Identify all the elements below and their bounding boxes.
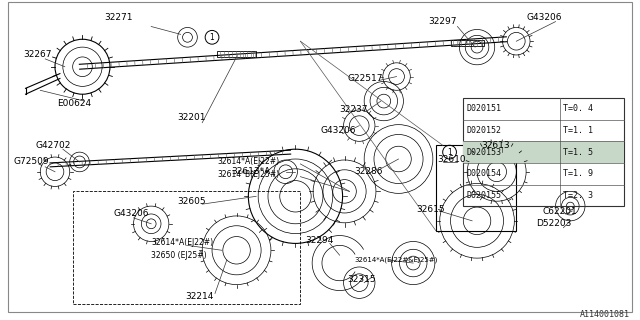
Text: T=1. 5: T=1. 5	[563, 148, 593, 156]
Text: D020153: D020153	[467, 148, 501, 156]
Text: 32237: 32237	[340, 105, 368, 115]
Text: 32614*A(EJ22#): 32614*A(EJ22#)	[151, 238, 213, 247]
Text: 32267: 32267	[24, 51, 52, 60]
Bar	[217, 51, 256, 57]
Bar	[436, 145, 516, 231]
Text: 32214: 32214	[186, 292, 214, 301]
Text: T=0. 4: T=0. 4	[563, 104, 593, 114]
Text: 32613: 32613	[481, 141, 509, 150]
Bar	[73, 191, 300, 304]
Text: A114001081: A114001081	[580, 310, 630, 319]
Text: 32614*A(EJ22#): 32614*A(EJ22#)	[217, 157, 279, 166]
Text: 32201: 32201	[178, 113, 206, 122]
Text: D020152: D020152	[467, 126, 501, 135]
Text: G72509: G72509	[14, 157, 49, 166]
Text: T=1. 1: T=1. 1	[563, 126, 593, 135]
Text: E00624: E00624	[57, 99, 91, 108]
Text: D020151: D020151	[467, 104, 501, 114]
Text: 32294: 32294	[305, 236, 333, 245]
Text: 32297: 32297	[428, 17, 456, 26]
Bar	[463, 141, 624, 163]
Text: D020154: D020154	[467, 169, 501, 178]
Text: G43206: G43206	[526, 13, 562, 22]
Text: 32615: 32615	[416, 204, 445, 213]
Text: 32613*A: 32613*A	[232, 167, 271, 176]
Text: 32614*B(EJ25#): 32614*B(EJ25#)	[217, 170, 279, 179]
Text: G43206: G43206	[320, 126, 355, 135]
Text: G42702: G42702	[35, 141, 71, 150]
Text: D020155: D020155	[467, 191, 501, 200]
Text: C62201: C62201	[543, 206, 577, 216]
Text: 1: 1	[447, 148, 452, 156]
Text: G22517: G22517	[348, 74, 383, 83]
Text: T=2. 3: T=2. 3	[563, 191, 593, 200]
Text: G43206: G43206	[114, 210, 149, 219]
Text: 32286: 32286	[355, 167, 383, 176]
Text: T=1. 9: T=1. 9	[563, 169, 593, 178]
Text: 1: 1	[210, 33, 214, 42]
Text: 32610: 32610	[438, 156, 467, 164]
Bar	[451, 40, 484, 46]
Text: 32614*A(EJ22#&EJ25#): 32614*A(EJ22#&EJ25#)	[355, 257, 438, 263]
Bar	[463, 98, 624, 206]
Text: D52203: D52203	[536, 219, 572, 228]
Text: 32315: 32315	[348, 275, 376, 284]
Text: 32650 (EJ25#): 32650 (EJ25#)	[151, 251, 207, 260]
Text: 32605: 32605	[178, 197, 206, 206]
Text: 32271: 32271	[104, 13, 132, 22]
